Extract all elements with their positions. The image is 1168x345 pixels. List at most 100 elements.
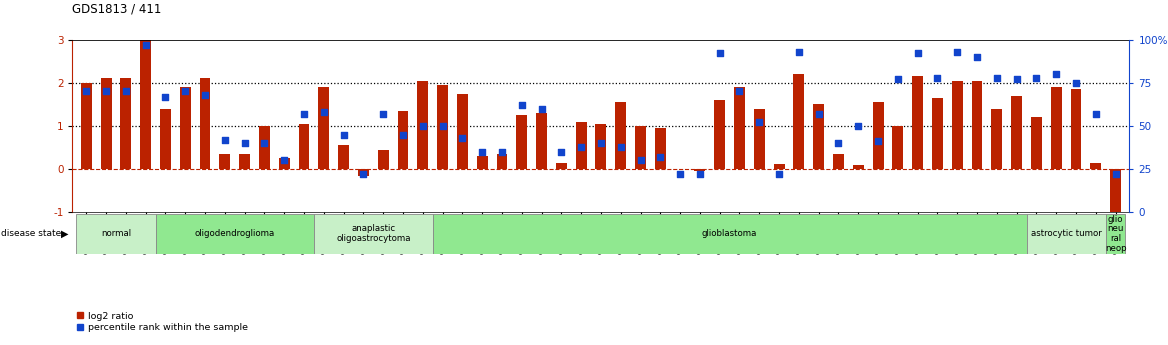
Point [552, 149, 571, 155]
Point [1066, 80, 1085, 86]
Legend: log2 ratio, percentile rank within the sample: log2 ratio, percentile rank within the s… [77, 312, 249, 332]
Bar [616, 102, 626, 169]
Point [770, 171, 788, 177]
Bar [100, 79, 111, 169]
Bar [773, 164, 785, 169]
Point [157, 94, 175, 99]
Bar [1027, 214, 1106, 254]
Bar [76, 214, 155, 254]
Bar [892, 126, 903, 169]
Bar [120, 79, 131, 169]
Bar [220, 154, 230, 169]
Point [1106, 171, 1125, 177]
Text: GDS1813 / 411: GDS1813 / 411 [72, 2, 162, 16]
Bar [1110, 169, 1121, 212]
Bar [1031, 117, 1042, 169]
Bar [1011, 96, 1022, 169]
Point [690, 171, 709, 177]
Point [196, 92, 215, 98]
Point [1086, 111, 1105, 117]
Point [710, 51, 729, 56]
Bar [932, 98, 943, 169]
Bar [872, 102, 883, 169]
Point [117, 89, 135, 94]
Point [889, 77, 908, 82]
Bar [432, 214, 1027, 254]
Bar [437, 85, 449, 169]
Bar [339, 145, 349, 169]
Point [591, 140, 610, 146]
Point [1047, 71, 1065, 77]
Point [869, 139, 888, 144]
Point [968, 54, 987, 60]
Bar [417, 81, 429, 169]
Bar [753, 109, 765, 169]
Point [374, 111, 392, 117]
Point [314, 109, 333, 115]
Bar [299, 124, 310, 169]
Bar [1051, 87, 1062, 169]
Bar [314, 214, 432, 254]
Point [909, 51, 927, 56]
Point [255, 140, 273, 146]
Point [274, 158, 293, 163]
Bar [952, 81, 962, 169]
Bar [81, 83, 92, 169]
Bar [457, 93, 468, 169]
Point [829, 140, 848, 146]
Bar [556, 162, 566, 169]
Bar [813, 104, 825, 169]
Bar [155, 214, 314, 254]
Point [235, 140, 253, 146]
Point [493, 149, 512, 155]
Point [176, 89, 195, 94]
Bar [695, 169, 705, 171]
Bar [160, 109, 171, 169]
Bar [200, 79, 210, 169]
Bar [596, 124, 606, 169]
Bar [793, 74, 805, 169]
Point [809, 111, 828, 117]
Point [97, 89, 116, 94]
Bar [833, 154, 844, 169]
Bar [319, 87, 329, 169]
Point [750, 120, 769, 125]
Bar [972, 81, 982, 169]
Text: astrocytic tumor: astrocytic tumor [1030, 229, 1101, 238]
Bar [357, 169, 369, 176]
Bar [992, 109, 1002, 169]
Point [1007, 77, 1026, 82]
Point [987, 75, 1006, 80]
Point [651, 154, 669, 160]
Point [611, 144, 630, 149]
Bar [1106, 214, 1126, 254]
Bar [496, 154, 507, 169]
Point [790, 49, 808, 55]
Bar [715, 100, 725, 169]
Bar [1091, 162, 1101, 169]
Bar [576, 121, 586, 169]
Bar [1071, 89, 1082, 169]
Text: glioblastoma: glioblastoma [702, 229, 757, 238]
Point [513, 102, 531, 108]
Point [473, 149, 492, 155]
Bar [259, 126, 270, 169]
Text: glio
neu
ral
neop: glio neu ral neop [1105, 215, 1126, 253]
Point [334, 132, 353, 137]
Bar [477, 156, 487, 169]
Point [137, 42, 155, 48]
Point [394, 132, 412, 137]
Bar [397, 111, 409, 169]
Point [294, 111, 313, 117]
Text: ▶: ▶ [61, 229, 68, 239]
Point [77, 89, 96, 94]
Point [572, 144, 591, 149]
Point [631, 158, 649, 163]
Point [670, 171, 689, 177]
Point [413, 123, 432, 129]
Bar [635, 126, 646, 169]
Bar [912, 76, 923, 169]
Text: oligodendroglioma: oligodendroglioma [195, 229, 274, 238]
Point [849, 123, 868, 129]
Point [1027, 75, 1045, 80]
